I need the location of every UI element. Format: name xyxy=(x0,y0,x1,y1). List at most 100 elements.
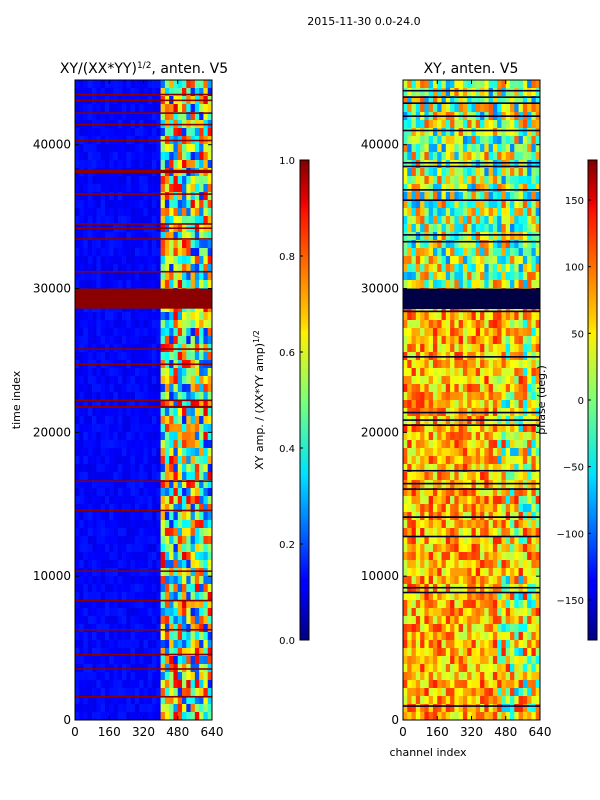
heatmap-cell xyxy=(467,448,472,457)
heatmap-cell xyxy=(518,80,524,89)
heatmap-cell xyxy=(415,200,421,209)
heatmap-cell xyxy=(424,528,429,537)
heatmap-cell xyxy=(467,232,472,241)
heatmap-cell xyxy=(514,272,519,281)
heatmap-cell xyxy=(497,232,502,241)
heatmap-cell xyxy=(160,608,166,617)
heatmap-cell xyxy=(130,608,136,617)
heatmap-cell xyxy=(462,80,468,89)
heatmap-cell xyxy=(143,656,149,665)
heatmap-cell xyxy=(113,584,119,593)
heatmap-cell xyxy=(113,488,119,497)
heatmap-cell xyxy=(139,680,144,689)
heatmap-cell xyxy=(492,648,498,657)
heatmap-cell xyxy=(505,168,511,177)
heatmap-cell xyxy=(164,544,170,553)
heatmap-cell xyxy=(92,216,97,225)
heatmap-cell xyxy=(510,344,515,353)
heatmap-cell xyxy=(190,672,196,681)
heatmap-cell xyxy=(156,376,161,385)
heatmap-cell xyxy=(462,200,468,209)
heatmap-cell xyxy=(531,320,537,329)
heatmap-cell xyxy=(535,208,541,217)
heatmap-cell xyxy=(462,312,468,321)
heatmap-cell xyxy=(484,424,489,433)
heatmap-cell xyxy=(100,376,106,385)
heatmap-cell xyxy=(156,232,161,241)
heatmap-cell xyxy=(173,544,179,553)
heatmap-cell xyxy=(445,496,451,505)
heatmap-cell xyxy=(467,504,472,513)
heatmap-cell xyxy=(169,432,174,441)
heatmap-cell xyxy=(169,80,174,89)
heatmap-cell xyxy=(535,456,541,465)
heatmap-cell xyxy=(467,80,472,89)
heatmap-cell xyxy=(445,552,451,561)
heatmap-cell xyxy=(424,136,429,145)
heatmap-cell xyxy=(130,440,136,449)
heatmap-cell xyxy=(173,648,179,657)
heatmap-cell xyxy=(462,568,468,577)
heatmap-cell xyxy=(109,112,114,121)
heatmap-cell xyxy=(514,544,519,553)
heatmap-cell xyxy=(505,456,511,465)
heatmap-cell xyxy=(156,256,161,265)
heatmap-cell xyxy=(505,544,511,553)
heatmap-cell xyxy=(445,152,451,161)
heatmap-cell xyxy=(441,336,447,345)
heatmap-cell xyxy=(437,360,442,369)
heatmap-cell xyxy=(505,464,511,473)
heatmap-cell xyxy=(475,504,481,513)
heatmap-cell xyxy=(139,344,144,353)
heatmap-cell xyxy=(475,240,481,249)
heatmap-cell xyxy=(420,184,425,193)
amplitude-heatmap[interactable] xyxy=(75,80,213,721)
heatmap-cell xyxy=(152,672,157,681)
heatmap-cell xyxy=(134,528,140,537)
heatmap-cell xyxy=(126,520,131,529)
heatmap-cell xyxy=(96,176,101,185)
heatmap-cell xyxy=(411,280,417,289)
heatmap-cell xyxy=(535,536,541,545)
heatmap-cell xyxy=(531,232,537,241)
heatmap-cell xyxy=(203,584,209,593)
heatmap-cell xyxy=(96,624,101,633)
heatmap-cell xyxy=(501,472,507,481)
heatmap-cell xyxy=(104,560,110,569)
heatmap-cell xyxy=(424,464,429,473)
heatmap-cell xyxy=(462,424,468,433)
heatmap-cell xyxy=(156,112,161,121)
heatmap-cell xyxy=(454,80,459,89)
heatmap-cell xyxy=(458,248,464,257)
heatmap-cell xyxy=(420,328,425,337)
heatmap-cell xyxy=(109,416,114,425)
heatmap-cell xyxy=(164,336,170,345)
heatmap-cell xyxy=(445,80,451,89)
heatmap-cell xyxy=(104,504,110,513)
heatmap-cell xyxy=(130,560,136,569)
heatmap-cell xyxy=(190,272,196,281)
heatmap-cell xyxy=(522,144,528,153)
heatmap-cell xyxy=(415,312,421,321)
heatmap-cell xyxy=(424,496,429,505)
heatmap-cell xyxy=(428,272,434,281)
heatmap-cell xyxy=(79,528,84,537)
heatmap-cell xyxy=(109,656,114,665)
heatmap-cell xyxy=(117,544,123,553)
phase-heatmap[interactable] xyxy=(403,80,541,721)
heatmap-cell xyxy=(190,688,196,697)
heatmap-cell xyxy=(139,448,144,457)
heatmap-cell xyxy=(501,248,507,257)
heatmap-cell xyxy=(458,568,464,577)
heatmap-cell xyxy=(411,656,417,665)
heatmap-cell xyxy=(522,176,528,185)
heatmap-cell xyxy=(117,488,123,497)
heatmap-cell xyxy=(130,384,136,393)
heatmap-cell xyxy=(92,552,97,561)
heatmap-cell xyxy=(117,432,123,441)
heatmap-cell xyxy=(488,360,494,369)
heatmap-cell xyxy=(194,344,200,353)
heatmap-cell xyxy=(415,344,421,353)
heatmap-cell xyxy=(152,496,157,505)
heatmap-cell xyxy=(527,280,532,289)
